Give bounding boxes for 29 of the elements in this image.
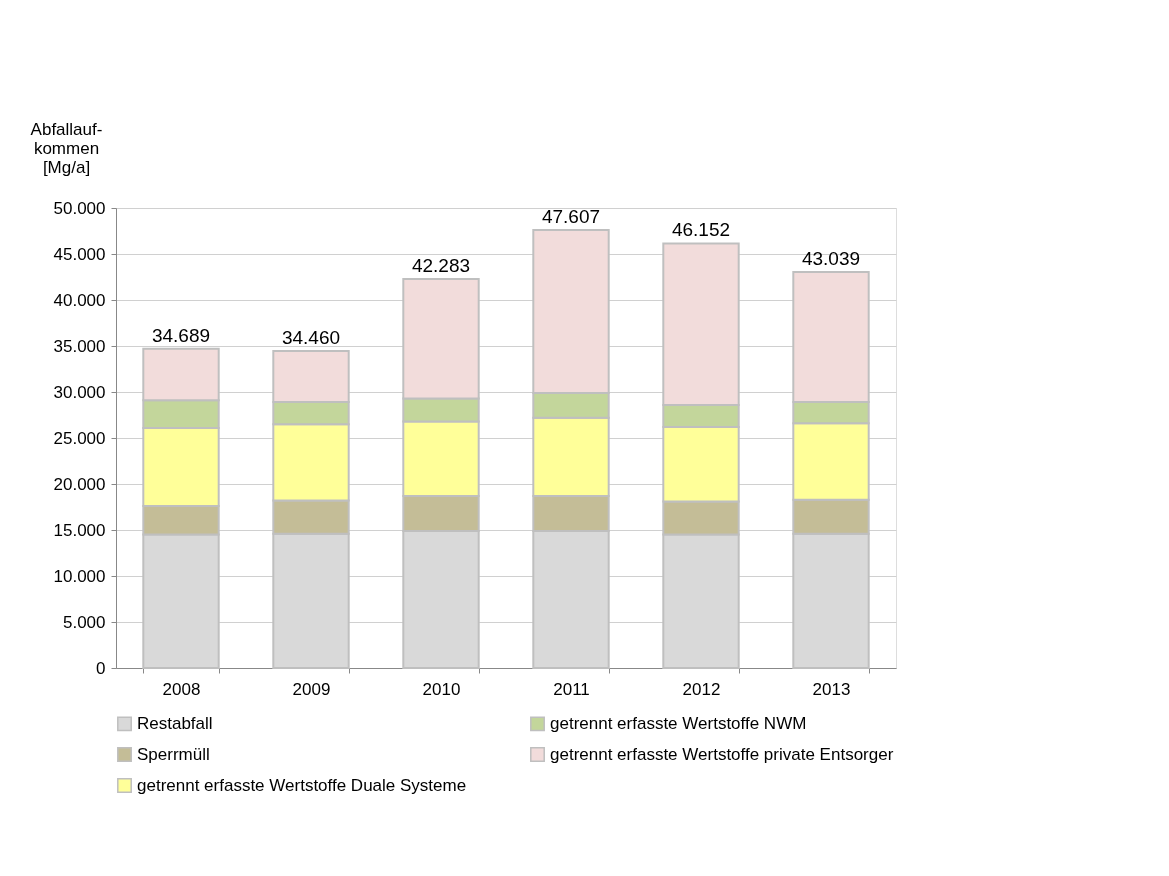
x-tick-label: 2008 <box>162 679 201 699</box>
y-tick-label: 45.000 <box>53 244 106 264</box>
total-label: 34.689 <box>151 324 211 346</box>
y-tick-label: 35.000 <box>53 336 106 356</box>
legend-label: Sperrmüll <box>137 744 210 764</box>
y-tick-label: 25.000 <box>53 428 106 448</box>
x-tick-label: 2012 <box>682 679 721 699</box>
y-tick-label: 10.000 <box>53 566 106 586</box>
y-tick-label: 5.000 <box>62 612 106 632</box>
x-tick-label: 2011 <box>553 679 590 699</box>
legend-label: getrennt erfasste Wertstoffe private Entsorger <box>550 744 894 764</box>
x-tick-label: 2010 <box>422 679 461 699</box>
total-label: 47.607 <box>541 206 601 228</box>
x-tick-label: 2013 <box>812 679 851 699</box>
x-tick-label: 2009 <box>292 679 331 699</box>
total-label: 43.039 <box>801 248 861 270</box>
y-tick-label: 40.000 <box>53 290 106 310</box>
y-tick-label: 0 <box>96 658 106 678</box>
y-tick-label: 20.000 <box>53 474 106 494</box>
y-tick-label: 50.000 <box>53 198 106 218</box>
total-label: 42.283 <box>411 255 471 276</box>
y-axis-title: Abfallauf- kommen [Mg/a] <box>30 119 103 177</box>
y-tick-label: 15.000 <box>53 520 106 540</box>
total-label: 34.460 <box>281 326 341 348</box>
legend-label: getrennt erfasste Wertstoffe Duale Systeme <box>137 775 467 795</box>
legend-label: getrennt erfasste Wertstoffe NWM <box>550 713 807 733</box>
total-label: 46.152 <box>671 219 731 241</box>
y-tick-label: 30.000 <box>53 382 106 402</box>
legend-label: Restabfall <box>137 713 213 733</box>
